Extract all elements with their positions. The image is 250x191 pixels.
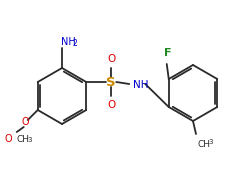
Text: 3: 3 — [208, 139, 212, 145]
Text: CH: CH — [17, 134, 30, 143]
Text: 3: 3 — [28, 138, 32, 143]
Text: O: O — [22, 117, 30, 127]
Text: F: F — [164, 48, 172, 58]
Text: O: O — [107, 100, 115, 110]
Text: O: O — [107, 54, 115, 64]
Text: NH: NH — [61, 37, 76, 47]
Text: S: S — [106, 75, 116, 88]
Text: 2: 2 — [72, 39, 77, 48]
Text: O: O — [5, 134, 12, 144]
Text: NH: NH — [133, 80, 149, 90]
Text: CH: CH — [197, 140, 210, 149]
